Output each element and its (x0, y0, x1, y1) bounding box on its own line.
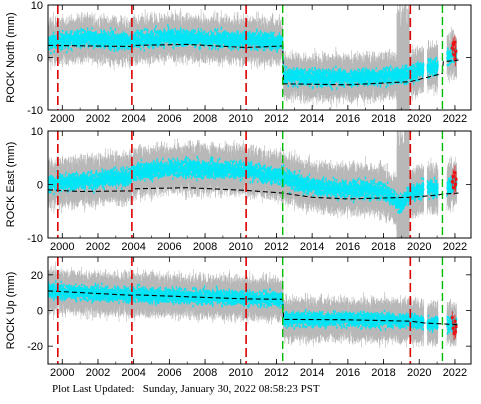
x-tick-label: 2014 (300, 113, 324, 125)
plot-area (48, 131, 459, 238)
x-tick-label: 2016 (336, 367, 360, 379)
x-tick-label: 2004 (121, 241, 145, 253)
x-tick-label: 2008 (193, 367, 217, 379)
plot-last-updated-value: Sunday, January 30, 2022 08:58:23 PST (142, 383, 320, 395)
y-tick-label: 10 (31, 126, 43, 138)
y-axis-label: ROCK Up (mm) (5, 272, 17, 350)
x-tick-label: 2002 (86, 241, 110, 253)
x-tick-label: 2022 (443, 367, 467, 379)
x-tick-label: 2020 (407, 113, 431, 125)
y-tick-label: 0 (37, 53, 43, 65)
panel-1: 2000 2002 2004 2006 2008 2010 2012 2014 2016 2018… (5, 0, 472, 125)
x-tick-label: 2018 (371, 241, 395, 253)
x-tick-label: 2002 (86, 367, 110, 379)
y-tick-label: 0 (37, 180, 43, 192)
y-tick-label: -10 (27, 105, 43, 117)
x-tick-label: 2018 (371, 113, 395, 125)
x-tick-label: 2012 (264, 367, 288, 379)
panel-2: 2000 2002 2004 2006 2008 2010 2012 2014 2016 2018… (5, 126, 472, 253)
y-axis-label: ROCK East (mm) (5, 142, 17, 228)
x-tick-label: 2008 (193, 241, 217, 253)
x-tick-label: 2006 (157, 367, 181, 379)
x-tick-label: 2022 (443, 241, 467, 253)
x-tick-label: 2004 (121, 367, 145, 379)
x-tick-label: 2000 (50, 367, 74, 379)
y-axis-label: ROCK North (mm) (5, 12, 17, 102)
x-tick-label: 2018 (371, 367, 395, 379)
x-tick-label: 2000 (50, 241, 74, 253)
x-tick-label: 2020 (407, 241, 431, 253)
x-tick-label: 2012 (264, 113, 288, 125)
panel-3: 2000 2002 2004 2006 2008 2010 2012 2014 2016 2018… (5, 256, 472, 379)
plot-last-updated: Plot Last Updated: Sunday, January 30, 2… (52, 383, 320, 395)
x-tick-label: 2014 (300, 367, 324, 379)
x-tick-label: 2004 (121, 113, 145, 125)
x-tick-label: 2020 (407, 367, 431, 379)
y-tick-label: 20 (31, 270, 43, 282)
x-tick-label: 2006 (157, 241, 181, 253)
x-tick-label: 2000 (50, 113, 74, 125)
x-tick-label: 2014 (300, 241, 324, 253)
y-tick-label: 0 (37, 306, 43, 318)
x-tick-label: 2016 (336, 113, 360, 125)
plot-last-updated-label: Plot Last Updated: (52, 383, 135, 395)
y-tick-label: -20 (27, 341, 43, 353)
x-tick-label: 2008 (193, 113, 217, 125)
x-tick-label: 2006 (157, 113, 181, 125)
x-tick-label: 2022 (443, 113, 467, 125)
x-tick-label: 2012 (264, 241, 288, 253)
plot-area (48, 5, 459, 110)
x-tick-label: 2016 (336, 241, 360, 253)
y-tick-label: -10 (27, 233, 43, 245)
x-tick-label: 2010 (229, 241, 253, 253)
plot-area (48, 257, 459, 364)
x-tick-label: 2002 (86, 113, 110, 125)
x-tick-label: 2010 (229, 367, 253, 379)
y-tick-label: 10 (31, 0, 43, 12)
model-line (48, 43, 459, 86)
model-line (48, 290, 459, 326)
x-tick-label: 2010 (229, 113, 253, 125)
